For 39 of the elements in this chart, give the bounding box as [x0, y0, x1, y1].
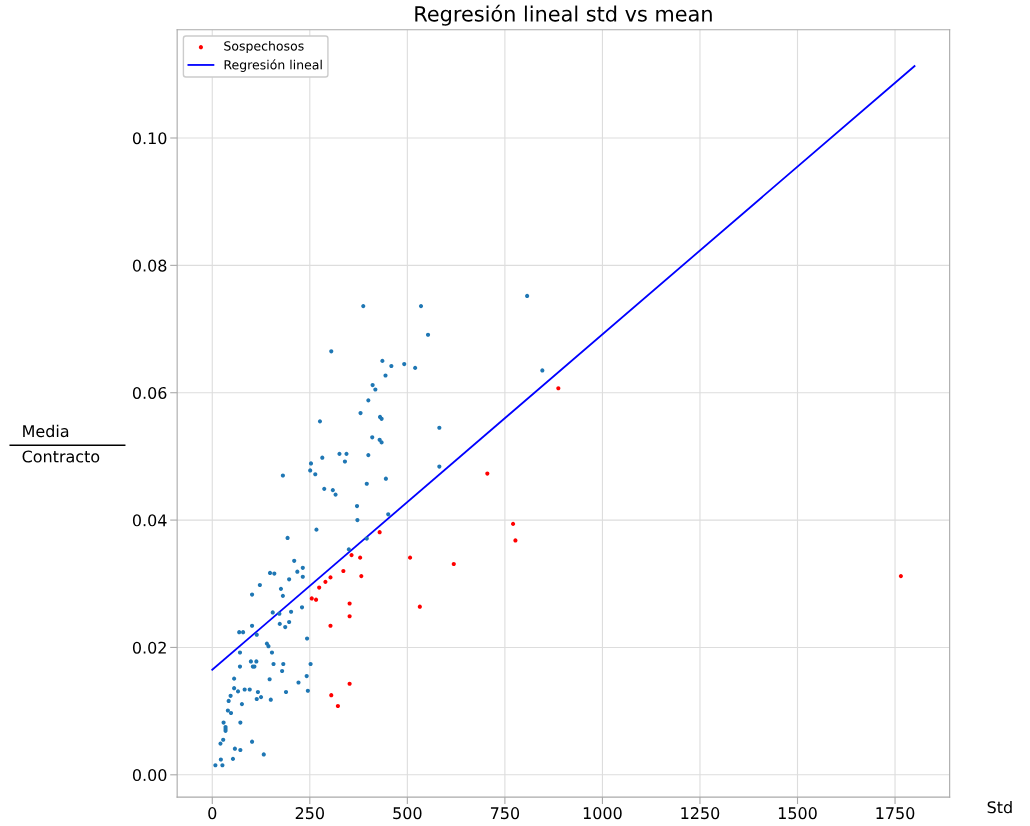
- x-tick-label: 750: [490, 807, 520, 820]
- x-tick-label: 1000: [583, 807, 622, 820]
- point: [317, 585, 322, 590]
- x-tick-label: 500: [393, 807, 422, 820]
- y-tick-label: 0.06: [132, 386, 167, 400]
- y-tick-label: 0.00: [132, 769, 167, 782]
- x-tick-label: 250: [295, 807, 324, 820]
- point: [358, 555, 363, 560]
- point: [347, 681, 352, 686]
- y-tick-label: 0.08: [132, 259, 167, 272]
- point: [313, 597, 319, 602]
- point: [309, 596, 314, 601]
- y-tick-label: 0.04: [132, 514, 167, 527]
- point: [328, 623, 333, 628]
- y-tick-label: 0.02: [132, 641, 166, 654]
- point: [417, 604, 422, 609]
- y-tick-label: 0.10: [132, 132, 167, 145]
- point: [323, 579, 328, 584]
- point: [347, 614, 352, 619]
- point: [451, 561, 456, 567]
- chart-title: Regresión lineal std vs mean: [415, 4, 712, 26]
- x-tick-label: 0: [208, 807, 217, 820]
- point: [341, 568, 346, 574]
- point: [359, 574, 364, 579]
- legend-label: Sospechosos: [224, 40, 304, 54]
- point: [511, 521, 516, 526]
- point: [408, 555, 413, 560]
- point: [329, 693, 334, 698]
- point: [335, 703, 340, 709]
- legend-label: Regresión lineal: [224, 59, 322, 72]
- point: [349, 553, 354, 558]
- x-tick-label: 1500: [778, 807, 817, 820]
- point: [898, 574, 903, 579]
- x-tick-label: 1250: [681, 807, 720, 820]
- point: [556, 386, 561, 391]
- point: [377, 530, 382, 535]
- y-axis-title: Media Contracto: [22, 424, 100, 463]
- x-axis-title: Std: [987, 800, 1012, 814]
- x-tick-label: 1750: [876, 807, 915, 820]
